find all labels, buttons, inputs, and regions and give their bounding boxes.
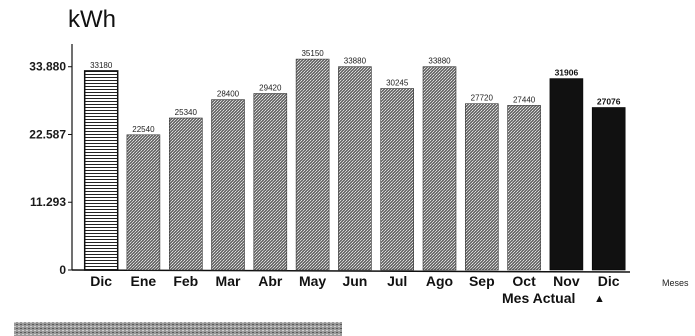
legend-swatch-bar bbox=[14, 322, 342, 336]
bar bbox=[507, 105, 541, 271]
data-label: 27076 bbox=[597, 97, 621, 107]
data-label: 22540 bbox=[132, 125, 155, 134]
y-tick-label: 22.587 bbox=[29, 127, 66, 141]
category-label: Mar bbox=[216, 273, 241, 289]
x-axis-line bbox=[71, 269, 631, 273]
data-label: 35150 bbox=[301, 49, 324, 58]
category-label: Ene bbox=[131, 273, 157, 289]
bar bbox=[591, 107, 626, 271]
bar bbox=[211, 99, 245, 271]
data-labels-group: 33180 22540 25340 28400 29420 35150 33880 30245… bbox=[90, 49, 621, 134]
data-label: 31906 bbox=[555, 68, 579, 78]
data-label: 33180 bbox=[90, 61, 113, 70]
category-label: Jul bbox=[387, 273, 407, 289]
data-label: 33880 bbox=[344, 57, 367, 66]
data-label: 30245 bbox=[386, 79, 409, 88]
category-labels-group: Dic Ene Feb Mar Abr May Jun Jul Ago Sep Oct Nov Dic bbox=[90, 273, 620, 289]
bar bbox=[83, 70, 119, 271]
bar bbox=[464, 103, 499, 271]
data-label: 27720 bbox=[471, 94, 494, 103]
bar bbox=[126, 134, 161, 271]
y-axis-ticks: 0 11.293 22.587 33.880 bbox=[29, 60, 66, 277]
bars-group bbox=[83, 58, 626, 271]
bar bbox=[338, 66, 372, 271]
category-label: Dic bbox=[598, 273, 620, 289]
bar bbox=[380, 88, 415, 271]
category-label: May bbox=[299, 273, 326, 289]
category-label: Oct bbox=[512, 273, 536, 289]
y-tick-label: 33.880 bbox=[29, 60, 66, 74]
y-axis-tickmarks bbox=[68, 66, 72, 271]
category-label: Feb bbox=[173, 273, 198, 289]
bar bbox=[169, 117, 203, 271]
data-label: 29420 bbox=[259, 84, 282, 93]
data-label: 33880 bbox=[428, 57, 451, 66]
bar bbox=[295, 58, 330, 271]
category-label: Ago bbox=[426, 273, 453, 289]
category-label: Nov bbox=[553, 273, 580, 289]
x-axis-label: Meses bbox=[662, 278, 689, 288]
data-label: 25340 bbox=[175, 108, 198, 117]
y-tick-label: 0 bbox=[59, 263, 66, 277]
bar bbox=[549, 78, 584, 271]
legend-label: Mes Actual bbox=[502, 290, 575, 306]
bar bbox=[422, 66, 457, 271]
category-label: Dic bbox=[90, 273, 112, 289]
category-label: Abr bbox=[258, 273, 283, 289]
y-axis-label: kWh bbox=[68, 6, 116, 33]
category-label: Jun bbox=[342, 273, 367, 289]
data-label: 27440 bbox=[513, 95, 536, 104]
data-label: 28400 bbox=[217, 90, 240, 99]
bar bbox=[253, 93, 288, 271]
y-tick-label: 11.293 bbox=[30, 195, 66, 209]
category-label: Sep bbox=[469, 273, 495, 289]
legend-triangle-icon: ▲ bbox=[594, 293, 605, 305]
